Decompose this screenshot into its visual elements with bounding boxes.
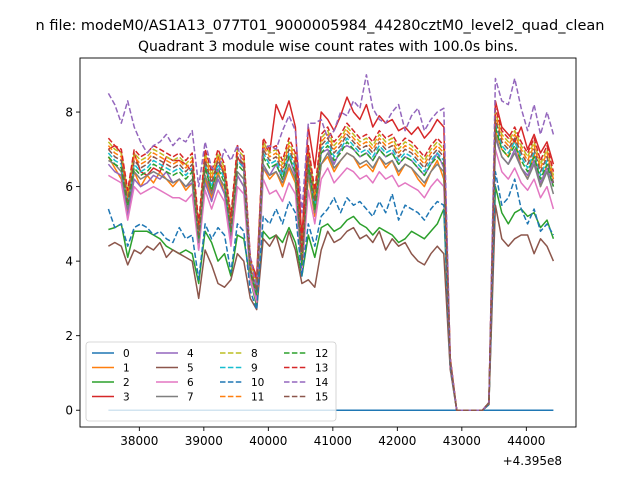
legend-label-11: 11 bbox=[251, 392, 264, 404]
legend-label-6: 6 bbox=[187, 377, 194, 389]
legend-label-3: 3 bbox=[123, 392, 130, 404]
plot-area: 38000 39000 40000 41000 42000 43000 44000 0 2 4 6… bbox=[65, 57, 577, 468]
x-tick-label: 40000 bbox=[249, 434, 287, 448]
x-tick-label: 42000 bbox=[378, 434, 416, 448]
series-line-8 bbox=[107, 111, 555, 411]
legend-label-4: 4 bbox=[187, 348, 194, 360]
y-axis: 0 2 4 6 8 bbox=[65, 106, 80, 418]
x-tick-label: 38000 bbox=[120, 434, 158, 448]
x-offset-label: +4.395e8 bbox=[503, 454, 562, 468]
y-tick-label: 0 bbox=[65, 404, 73, 418]
series-layer bbox=[107, 74, 555, 411]
legend-label-12: 12 bbox=[315, 348, 328, 360]
legend-label-15: 15 bbox=[315, 392, 328, 404]
legend-label-5: 5 bbox=[187, 363, 194, 375]
y-tick-label: 2 bbox=[65, 329, 73, 343]
legend-label-14: 14 bbox=[315, 377, 329, 389]
legend-label-10: 10 bbox=[251, 377, 264, 389]
legend-label-8: 8 bbox=[251, 348, 258, 360]
y-tick-label: 4 bbox=[65, 255, 73, 269]
series-line-15 bbox=[107, 118, 555, 411]
x-tick-label: 39000 bbox=[185, 434, 223, 448]
legend-label-13: 13 bbox=[315, 363, 328, 375]
legend-label-7: 7 bbox=[187, 392, 194, 404]
x-tick-label: 44000 bbox=[507, 434, 545, 448]
legend-label-0: 0 bbox=[123, 348, 130, 360]
legend-label-2: 2 bbox=[123, 377, 130, 389]
chart-title: Quadrant 3 module wise count rates with … bbox=[138, 39, 518, 55]
x-tick-label: 43000 bbox=[443, 434, 481, 448]
series-line-9 bbox=[107, 122, 555, 411]
legend-box bbox=[85, 341, 337, 422]
legend-label-1: 1 bbox=[123, 363, 130, 375]
figure-suptitle: n file: modeM0/AS1A13_077T01_9000005984_… bbox=[36, 18, 605, 34]
y-tick-label: 8 bbox=[65, 106, 73, 120]
y-tick-label: 6 bbox=[65, 180, 73, 194]
series-line-14 bbox=[107, 74, 555, 411]
legend-label-9: 9 bbox=[251, 363, 258, 375]
x-axis: 38000 39000 40000 41000 42000 43000 44000 bbox=[120, 427, 545, 448]
axes-frame bbox=[79, 57, 577, 428]
x-tick-label: 41000 bbox=[314, 434, 352, 448]
